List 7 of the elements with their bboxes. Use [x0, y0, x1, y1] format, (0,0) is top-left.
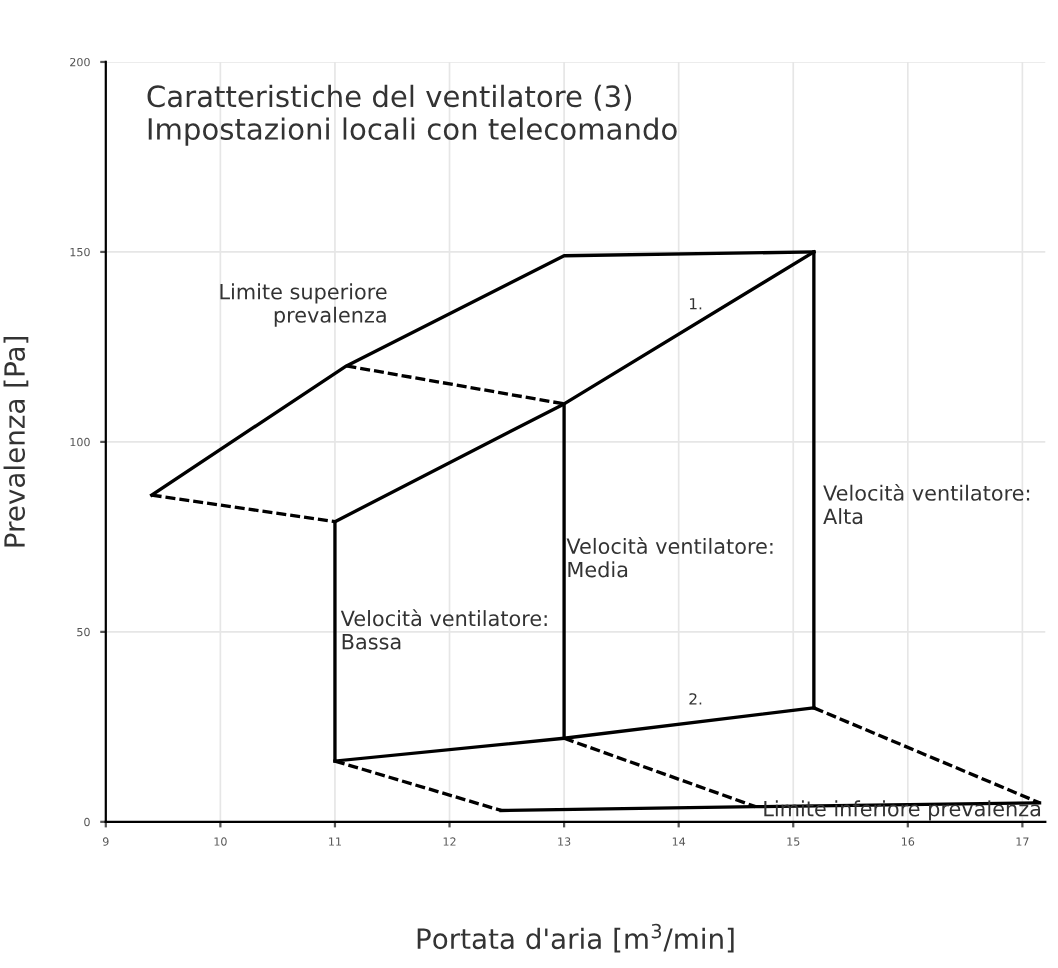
annotation: Velocità ventilatore: Alta: [823, 483, 1030, 525]
y-axis-title: Prevalenza [Pa]: [3, 336, 29, 547]
annotation: Limite superiore prevalenza: [220, 283, 387, 327]
x-axis-title: Portata d'aria [m$^{3}$/min]: [417, 923, 734, 953]
text: Caratteristiche del ventilatore (3) Impostazioni locali con telecomando: [147, 84, 677, 146]
annotation: Velocità ventilatore: Media: [566, 537, 773, 578]
annotation: Velocità ventilatore: Bassa: [340, 609, 547, 650]
